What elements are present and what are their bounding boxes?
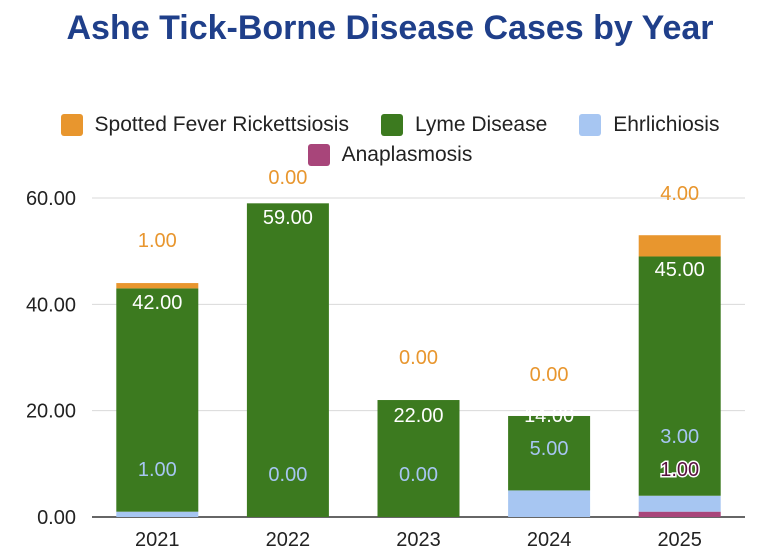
bar-ehrlichiosis bbox=[638, 495, 721, 512]
y-tick-label: 60.00 bbox=[26, 188, 76, 210]
data-label-ehrlichiosis: 5.00 bbox=[530, 438, 569, 460]
x-tick-label: 2021 bbox=[135, 529, 180, 551]
bar-spotted-fever-rickettsiosis bbox=[116, 283, 199, 289]
legend-item-spotted-fever: Spotted Fever Rickettsiosis bbox=[60, 113, 349, 137]
y-tick-label: 20.00 bbox=[26, 401, 76, 423]
legend-item-anaplasmosis: Anaplasmosis bbox=[307, 143, 473, 167]
legend-label-lyme: Lyme Disease bbox=[414, 113, 548, 136]
data-label-ehrlichiosis: 3.00 bbox=[660, 426, 699, 448]
legend-swatch-lyme bbox=[380, 114, 403, 136]
x-tick-label: 2023 bbox=[396, 529, 441, 551]
data-label-spotted-fever-rickettsiosis: 0.00 bbox=[268, 167, 307, 189]
bar-lyme-disease bbox=[116, 288, 199, 512]
data-label-ehrlichiosis: 0.00 bbox=[399, 464, 438, 486]
legend-row-2: Anaplasmosis bbox=[10, 140, 770, 170]
y-tick-label: 0.00 bbox=[37, 507, 76, 529]
y-tick-label: 40.00 bbox=[26, 294, 76, 316]
data-label-spotted-fever-rickettsiosis: 0.00 bbox=[530, 364, 569, 386]
data-label-ehrlichiosis: 0.00 bbox=[268, 464, 307, 486]
bar-ehrlichiosis bbox=[116, 511, 199, 517]
bar-anaplasmosis bbox=[638, 511, 721, 517]
bar-lyme-disease bbox=[377, 400, 460, 517]
x-tick-label: 2022 bbox=[266, 529, 311, 551]
bar-spotted-fever-rickettsiosis bbox=[638, 235, 721, 257]
legend-swatch-spotted-fever bbox=[60, 114, 83, 136]
data-label-lyme-disease: 59.00 bbox=[263, 207, 313, 229]
legend-label-ehrlichiosis: Ehrlichiosis bbox=[613, 113, 720, 136]
data-label-lyme-disease: 45.00 bbox=[655, 259, 705, 281]
legend-label-spotted-fever: Spotted Fever Rickettsiosis bbox=[94, 113, 349, 136]
data-label-lyme-disease: 42.00 bbox=[132, 292, 182, 314]
bar-lyme-disease bbox=[508, 415, 591, 491]
data-label-lyme-disease: 22.00 bbox=[393, 405, 443, 427]
data-label-ehrlichiosis: 1.00 bbox=[138, 459, 177, 481]
bar-ehrlichiosis bbox=[508, 490, 591, 517]
data-label-anaplasmosis: 1.00 bbox=[660, 459, 699, 481]
legend-swatch-anaplasmosis bbox=[307, 144, 330, 166]
bar-lyme-disease bbox=[638, 256, 721, 496]
chart-title: Ashe Tick-Borne Disease Cases by Year bbox=[66, 9, 714, 47]
data-label-spotted-fever-rickettsiosis: 4.00 bbox=[660, 183, 699, 205]
legend-label-anaplasmosis: Anaplasmosis bbox=[341, 143, 473, 166]
data-label-spotted-fever-rickettsiosis: 0.00 bbox=[399, 347, 438, 369]
bar-lyme-disease bbox=[246, 203, 329, 518]
x-tick-label: 2024 bbox=[527, 529, 572, 551]
legend-item-ehrlichiosis: Ehrlichiosis bbox=[579, 113, 719, 137]
legend-swatch-ehrlichiosis bbox=[579, 114, 602, 136]
data-label-spotted-fever-rickettsiosis: 1.00 bbox=[138, 230, 177, 252]
legend-row-1: Spotted Fever Rickettsiosis Lyme Disease… bbox=[10, 110, 770, 140]
legend: Spotted Fever Rickettsiosis Lyme Disease… bbox=[10, 110, 770, 170]
data-label-lyme-disease: 14.00 bbox=[524, 405, 574, 427]
x-tick-label: 2025 bbox=[657, 529, 702, 551]
legend-item-lyme: Lyme Disease bbox=[380, 113, 548, 137]
